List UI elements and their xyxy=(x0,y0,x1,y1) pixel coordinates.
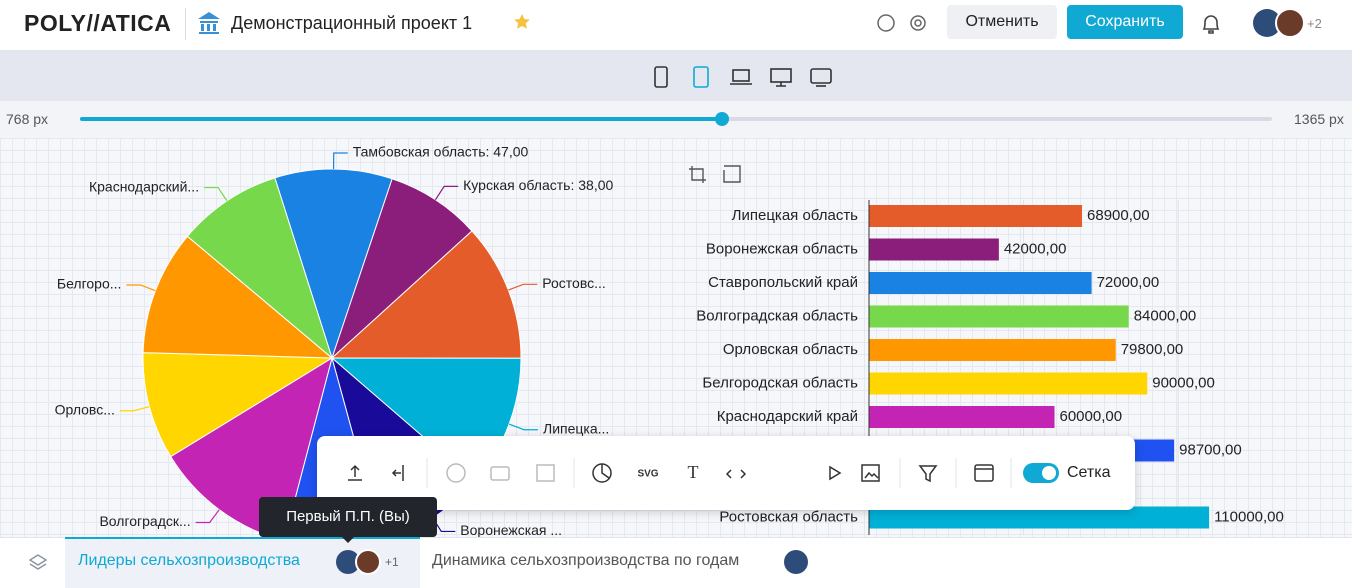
value-label: 42000,00 xyxy=(1004,240,1067,257)
value-label: 84000,00 xyxy=(1134,307,1197,324)
tooltip-arrow xyxy=(340,535,356,543)
pie-slice xyxy=(330,178,473,360)
pie-slice xyxy=(274,168,393,360)
pie-slice xyxy=(170,356,333,537)
leader-line xyxy=(119,406,150,412)
header: POLY//ATICA Демонстрационный проект 1 От… xyxy=(0,0,1352,51)
pie-slice xyxy=(142,352,334,458)
category-label: Липецкая область xyxy=(732,207,859,224)
tab-avatar xyxy=(784,550,808,574)
avatars[interactable] xyxy=(1250,7,1310,41)
bar xyxy=(869,406,1055,428)
leader-line xyxy=(434,185,459,201)
project-title: Демонстрационный проект 1 xyxy=(231,13,473,33)
tab-title[interactable]: Лидеры сельхозпроизводства xyxy=(78,552,300,569)
device-icons[interactable] xyxy=(650,65,835,89)
svg-text:T: T xyxy=(688,462,699,482)
toolbar: SVG T Сетка xyxy=(317,436,1135,510)
tab-bar: Лидеры сельхозпроизводства +1 Динамика с… xyxy=(0,537,1352,588)
toolbar-icons[interactable]: SVG T xyxy=(317,436,1135,510)
bar xyxy=(869,238,999,261)
cancel-button[interactable]: Отменить xyxy=(947,5,1057,39)
slider-max: 1365 px xyxy=(1294,111,1344,127)
pie-label: Белгоро... xyxy=(57,276,122,292)
slider-fill xyxy=(80,117,722,121)
value-label: 90000,00 xyxy=(1152,374,1215,391)
bar xyxy=(869,339,1116,361)
notifications[interactable] xyxy=(1200,12,1222,36)
bar xyxy=(869,205,1083,227)
leader-line xyxy=(332,152,348,170)
category-label: Белгородская область xyxy=(702,374,858,391)
leader-line xyxy=(204,186,228,202)
save-button[interactable]: Сохранить xyxy=(1067,5,1183,39)
category-label: Волгоградская область xyxy=(696,307,858,324)
value-label: 110000,00 xyxy=(1214,508,1284,525)
category-label: Орловская область xyxy=(723,341,858,358)
svg-text:SVG: SVG xyxy=(637,469,658,480)
width-slider: 768 px 1365 px xyxy=(0,101,1352,138)
category-label: Краснодарский край xyxy=(717,408,858,425)
canvas: Тамбовская область: 47,00 Курская область… xyxy=(0,138,1352,537)
grid-toggle-label: Сетка xyxy=(1067,464,1111,481)
device-bar xyxy=(0,51,1352,101)
favorite-star[interactable] xyxy=(513,13,531,31)
category-label: Воронежская область xyxy=(706,240,858,257)
pie-label: Орловс... xyxy=(55,401,115,417)
slider-thumb[interactable] xyxy=(715,112,729,126)
pie-slice xyxy=(330,230,522,359)
pie-label: Волгоградск... xyxy=(99,513,190,529)
tooltip: Первый П.П. (Вы) xyxy=(259,497,437,537)
project-icon xyxy=(198,12,220,34)
tab-avatars xyxy=(336,549,381,575)
avatars-more: +2 xyxy=(1307,16,1322,31)
category-label: Ростовская область xyxy=(719,508,858,525)
pie-label: Липецка... xyxy=(543,420,609,436)
bar xyxy=(869,305,1129,328)
value-label: 68900,00 xyxy=(1087,207,1150,224)
value-label: 60000,00 xyxy=(1060,408,1123,425)
leader-line xyxy=(508,423,539,431)
leader-line xyxy=(126,284,156,292)
pie-label: Курская область: 38,00 xyxy=(463,177,613,193)
bar xyxy=(869,272,1092,294)
slider-min: 768 px xyxy=(6,111,49,127)
pie-label: Воронежская ... xyxy=(460,522,562,537)
leader-line xyxy=(195,509,220,524)
pie-slice xyxy=(186,177,333,360)
chart-controls[interactable] xyxy=(689,165,741,183)
tab-avatars-more: +1 xyxy=(385,555,399,569)
pie-label: Краснодарский... xyxy=(89,178,199,194)
value-label: 79800,00 xyxy=(1121,341,1184,358)
logo[interactable]: POLY//ATICA xyxy=(24,10,172,36)
value-label: 72000,00 xyxy=(1097,274,1160,291)
pie-slice xyxy=(142,235,334,359)
layers-icon[interactable] xyxy=(28,552,48,572)
category-label: Ставропольский край xyxy=(708,274,858,291)
leader-line xyxy=(508,283,538,291)
bar xyxy=(869,506,1210,529)
value-label: 98700,00 xyxy=(1179,441,1242,458)
tab-title[interactable]: Динамика сельхозпроизводства по годам xyxy=(432,552,740,569)
header-icons[interactable] xyxy=(876,12,936,36)
bar xyxy=(869,372,1148,395)
pie-label: Ростовс... xyxy=(542,275,606,291)
pie-label: Тамбовская область: 47,00 xyxy=(353,144,529,160)
divider xyxy=(185,8,186,40)
